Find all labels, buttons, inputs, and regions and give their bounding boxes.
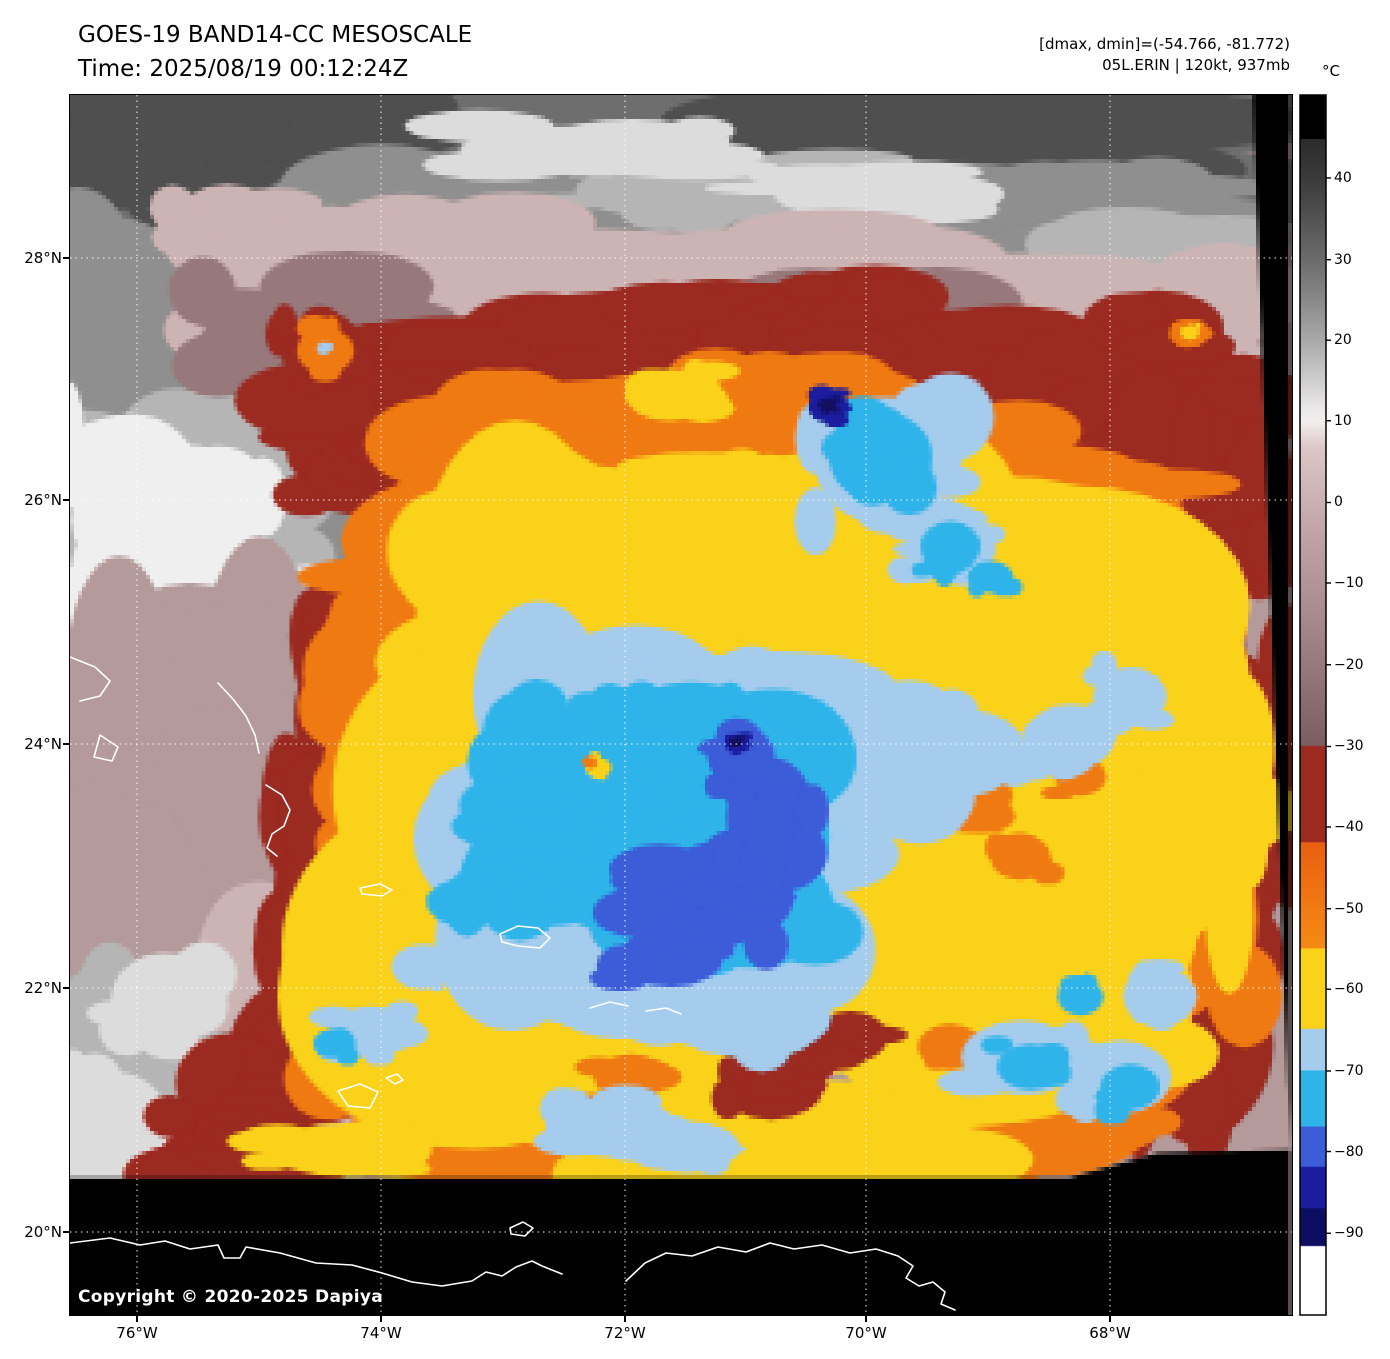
lat-tick-label: 24°N: [24, 735, 62, 753]
colorbar-ticks: [1326, 177, 1331, 1234]
lat-tick-mark: [63, 987, 69, 989]
colorbar-svg: [1299, 94, 1331, 1316]
figure-title: GOES-19 BAND14-CC MESOSCALE: [78, 22, 473, 48]
coastline: [625, 1242, 956, 1311]
colorbar-tick-label: −10: [1334, 575, 1364, 591]
colorbar-tick-label: −30: [1334, 738, 1364, 755]
coastline: [645, 1007, 682, 1015]
lon-tick-mark: [136, 1316, 138, 1322]
figure-annotations: [dmax, dmin]=(-54.766, -81.772) 05L.ERIN…: [1039, 34, 1290, 76]
figure-title-block: GOES-19 BAND14-CC MESOSCALE Time: 2025/0…: [78, 18, 472, 86]
lat-tick-mark: [63, 257, 69, 259]
lon-tick-mark: [1109, 1316, 1111, 1322]
lat-tick-label: 26°N: [24, 491, 62, 509]
lon-tick-label: 68°W: [1089, 1324, 1131, 1342]
coastline: [337, 1083, 379, 1109]
gridlines: [70, 95, 1292, 1315]
lat-tick-mark: [63, 499, 69, 501]
colorbar-gradient: [1299, 94, 1327, 1316]
lat-tick-mark: [63, 1231, 69, 1233]
lon-tick-label: 76°W: [116, 1324, 158, 1342]
dmax-dmin-annotation: [dmax, dmin]=(-54.766, -81.772): [1039, 35, 1290, 53]
colorbar-tick-label: −60: [1334, 981, 1364, 998]
copyright-watermark: Copyright © 2020-2025 Dapiya: [78, 1287, 383, 1307]
colorbar-unit-label: °C: [1322, 62, 1340, 80]
colorbar-tick-label: −50: [1334, 900, 1364, 917]
map-overlay: [70, 95, 1292, 1315]
coastline: [385, 1073, 404, 1085]
storm-info-annotation: 05L.ERIN | 120kt, 937mb: [1102, 56, 1290, 74]
colorbar-tick-label: 10: [1334, 412, 1352, 429]
lat-tick-label: 20°N: [24, 1223, 62, 1241]
lat-tick-label: 28°N: [24, 249, 62, 267]
coastline: [93, 734, 119, 762]
colorbar-tick-label: 20: [1334, 332, 1352, 349]
colorbar-tick-label: −20: [1334, 656, 1364, 673]
colorbar-tick-label: −40: [1334, 819, 1364, 835]
lon-tick-label: 70°W: [845, 1324, 887, 1342]
satellite-canvas: [70, 95, 1292, 1315]
lon-tick-mark: [865, 1316, 867, 1322]
coastline: [499, 925, 551, 949]
lon-tick-label: 72°W: [604, 1324, 646, 1342]
lon-tick-mark: [624, 1316, 626, 1322]
colorbar-tick-label: 30: [1334, 251, 1352, 268]
colorbar: [1299, 94, 1331, 1316]
lon-tick-mark: [380, 1316, 382, 1322]
coastline: [359, 883, 393, 897]
colorbar-tick-label: −70: [1334, 1063, 1364, 1079]
satellite-map: Copyright © 2020-2025 Dapiya: [70, 95, 1292, 1315]
coastline: [589, 1001, 629, 1009]
figure-timestamp: Time: 2025/08/19 00:12:24Z: [78, 56, 409, 82]
colorbar-tick-label: −80: [1334, 1143, 1364, 1160]
coastline: [509, 1221, 534, 1237]
lon-tick-label: 74°W: [360, 1324, 402, 1342]
colorbar-tick-label: 0: [1334, 494, 1343, 511]
coastline: [70, 1237, 563, 1287]
lat-tick-mark: [63, 743, 69, 745]
coastline: [70, 656, 111, 702]
colorbar-tick-label: −90: [1334, 1225, 1364, 1242]
lat-tick-label: 22°N: [24, 979, 62, 997]
colorbar-tick-label: 40: [1334, 169, 1352, 186]
coastline: [265, 784, 291, 857]
coastlines: [70, 656, 956, 1311]
coastline: [217, 682, 260, 754]
